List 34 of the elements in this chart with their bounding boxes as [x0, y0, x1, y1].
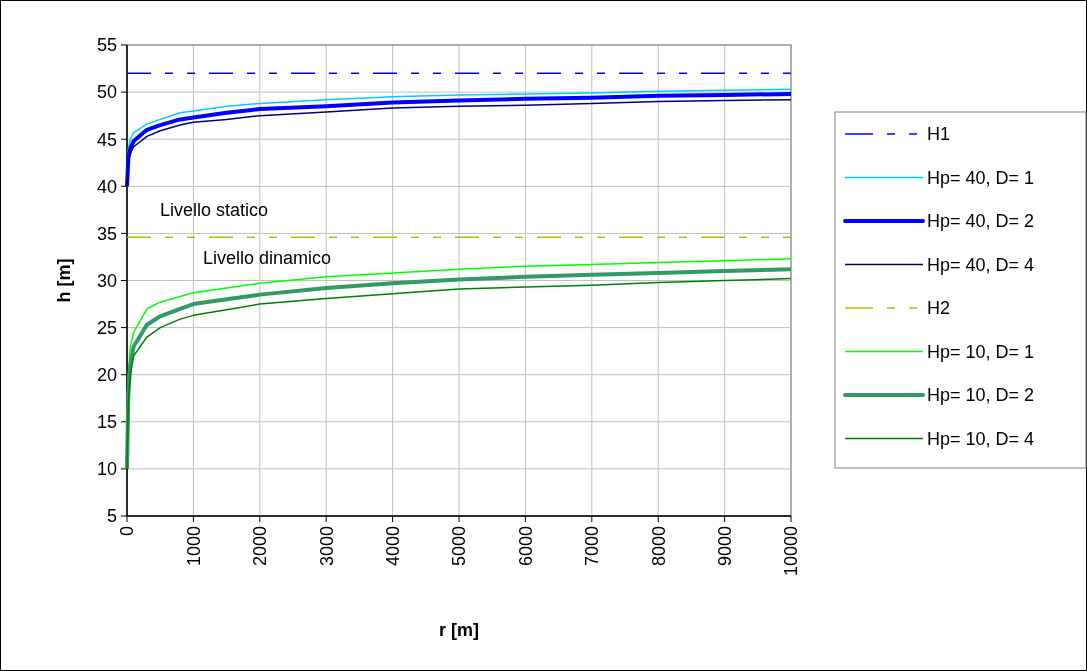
y-tick-label: 25: [96, 317, 117, 338]
legend-label: Hp= 10, D= 4: [927, 428, 1035, 449]
x-tick-label: 3000: [316, 526, 337, 567]
y-tick-label: 30: [96, 270, 117, 291]
y-axis-title: h [m]: [54, 258, 74, 303]
x-tick-label: 0: [117, 526, 138, 537]
x-tick-label: 8000: [648, 526, 669, 567]
x-tick-label: 7000: [582, 526, 603, 567]
x-tick-label: 2000: [250, 526, 271, 567]
y-tick-label: 55: [96, 35, 117, 56]
legend-label: Hp= 40, D= 2: [927, 211, 1035, 232]
y-tick-label: 40: [96, 176, 117, 197]
y-tick-label: 5: [106, 506, 117, 527]
y-tick-label: 15: [96, 412, 117, 433]
legend-label: Hp= 10, D= 2: [927, 385, 1035, 406]
x-tick-label: 10000: [781, 526, 802, 577]
y-tick-label: 10: [96, 459, 117, 480]
x-tick-label: 5000: [449, 526, 470, 567]
legend-label: H1: [927, 124, 951, 145]
annotation: Livello dinamico: [203, 248, 332, 269]
y-tick-label: 20: [96, 365, 117, 385]
legend-label: Hp= 10, D= 1: [927, 341, 1035, 362]
x-tick-label: 9000: [714, 526, 735, 567]
legend-label: Hp= 40, D= 1: [927, 167, 1035, 188]
legend-label: Hp= 40, D= 4: [927, 254, 1035, 275]
x-tick-label: 6000: [515, 526, 536, 567]
y-tick-label: 50: [96, 82, 117, 103]
y-tick-label: 35: [96, 223, 117, 244]
x-tick-label: 4000: [382, 526, 403, 567]
x-axis-title: r [m]: [439, 620, 479, 640]
x-tick-label: 1000: [183, 526, 204, 567]
annotation: Livello statico: [160, 200, 269, 221]
y-tick-label: 45: [96, 129, 117, 150]
legend-label: H2: [927, 298, 951, 319]
